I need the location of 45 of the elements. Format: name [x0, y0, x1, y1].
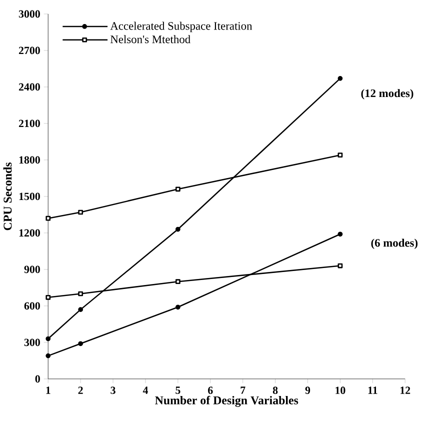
x-tick-label: 3 — [110, 386, 116, 394]
point — [78, 341, 84, 346]
x-tick-label: 6 — [208, 386, 213, 394]
x-tick-label: 4 — [142, 386, 148, 394]
y-tick-label: 2700 — [18, 46, 40, 54]
legend-label: Accelerated Subspace Iteration — [110, 22, 252, 32]
x-tick-label: 1 — [46, 386, 50, 394]
y-tick-label: 900 — [24, 266, 40, 274]
point — [338, 232, 343, 237]
point — [46, 295, 51, 300]
y-tick-label: 1200 — [19, 229, 40, 237]
point — [78, 291, 84, 296]
x-tick-label: 5 — [176, 386, 180, 394]
legend-label: Nelson's Mtethod — [110, 35, 190, 44]
x-tick-label: 8 — [272, 386, 278, 394]
annotation: (6 modes) — [371, 238, 418, 250]
y-tick-label: 300 — [24, 338, 40, 346]
point — [46, 336, 51, 342]
point — [176, 186, 180, 192]
point — [176, 279, 180, 284]
x-tick-label: 10 — [336, 386, 346, 394]
point — [46, 216, 51, 221]
point — [78, 210, 84, 215]
x-tick-label: 7 — [240, 386, 246, 394]
x-axis-title: Number of Design Variables — [155, 396, 298, 407]
point — [338, 263, 343, 268]
y-tick-label: 0 — [35, 375, 40, 383]
y-tick-label: 3000 — [18, 10, 40, 18]
point — [46, 353, 51, 358]
point — [176, 304, 180, 310]
y-tick-label: 2100 — [18, 120, 40, 128]
x-tick-label: 11 — [368, 386, 378, 394]
point — [78, 307, 84, 312]
y-axis-title: CPU Seconds — [3, 162, 12, 230]
x-tick-label: 12 — [400, 386, 410, 394]
point — [176, 226, 180, 232]
y-tick-label: 1800 — [19, 156, 40, 164]
x-tick-label: 2 — [78, 386, 83, 394]
x-tick-label: 9 — [305, 386, 310, 394]
y-tick-label: 600 — [24, 302, 40, 310]
annotation: (12 modes) — [361, 89, 414, 100]
point — [338, 152, 343, 158]
y-tick-label: 1500 — [19, 192, 40, 200]
y-tick-label: 2400 — [18, 83, 40, 91]
point — [338, 76, 343, 81]
